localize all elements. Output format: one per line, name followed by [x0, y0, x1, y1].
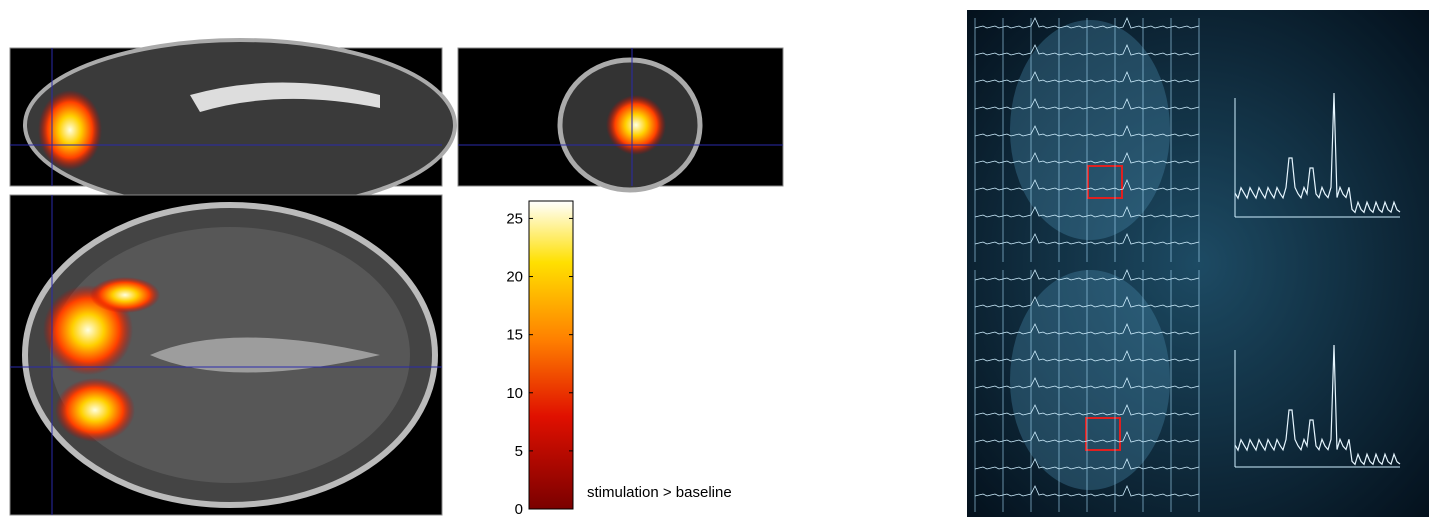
figure: stimulation > baseline 0 5 10 15 20 25	[0, 0, 1429, 517]
tick-label: 20	[506, 269, 523, 286]
axial-view	[10, 195, 442, 515]
spectroscopy-screenshot	[967, 10, 1429, 517]
tick-label: 15	[506, 327, 523, 344]
colorbar-label: stimulation > baseline	[587, 484, 732, 501]
tick-label: 0	[515, 501, 523, 517]
coronal-view	[458, 48, 783, 190]
tick-label: 25	[506, 210, 523, 227]
sagittal-view	[10, 40, 455, 210]
tick-label: 10	[506, 385, 523, 402]
tick-label: 5	[515, 443, 523, 460]
colorbar: stimulation > baseline 0 5 10 15 20 25	[506, 201, 731, 517]
